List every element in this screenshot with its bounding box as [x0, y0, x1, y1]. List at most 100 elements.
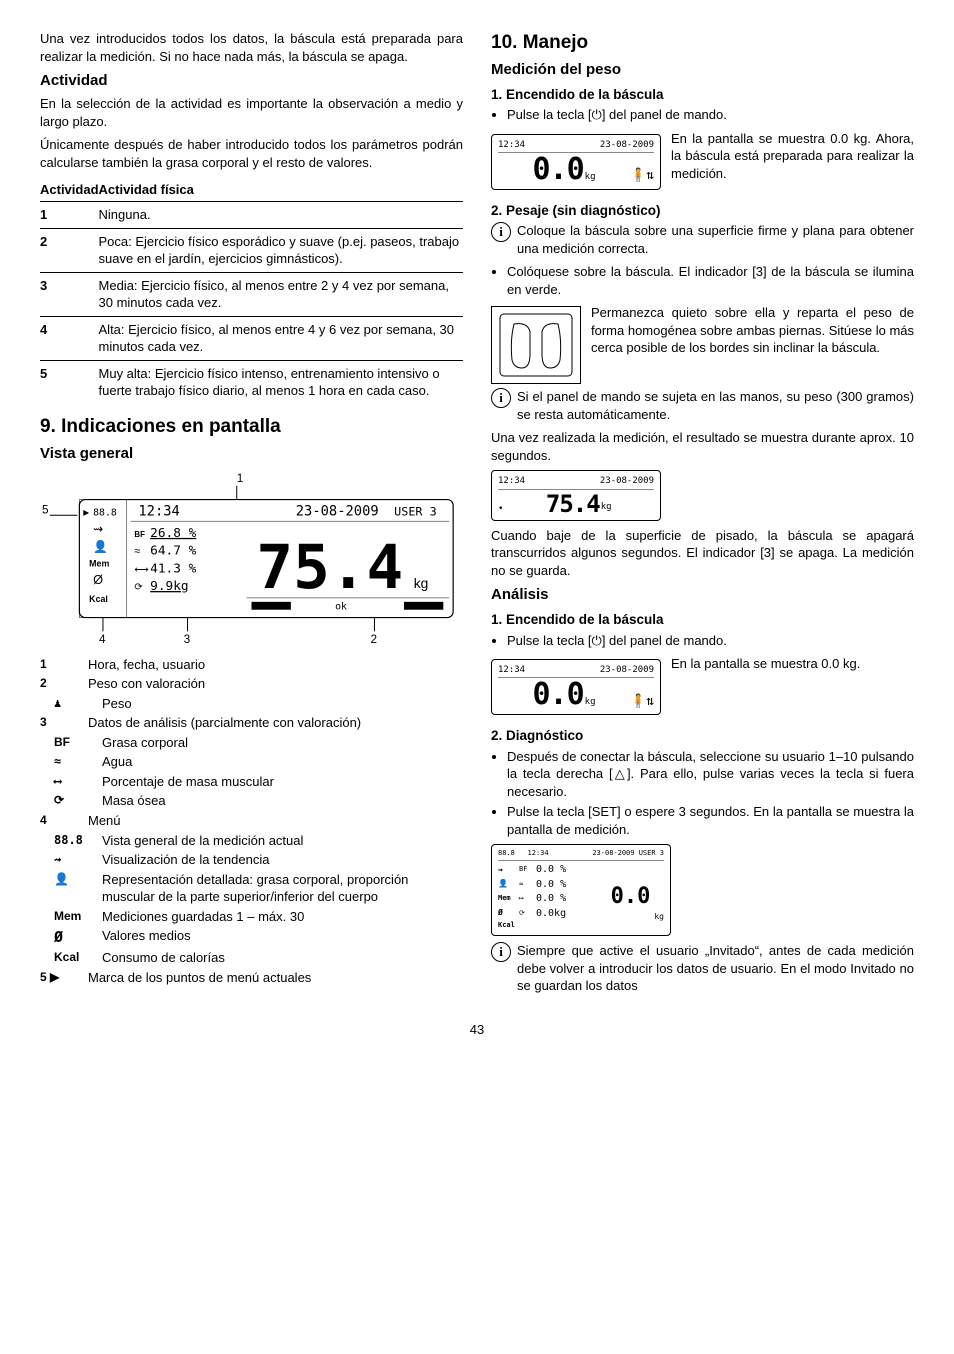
sec9-title: 9. Indicaciones en pantalla [40, 414, 463, 440]
a-bullet-1: Después de conectar la báscula, seleccio… [507, 748, 914, 801]
row-lab: ≈ [519, 880, 533, 889]
act-txt: Poca: Ejercicio físico esporádico y suav… [99, 228, 463, 272]
row-val: 0.0 % [536, 892, 566, 906]
bone-icon: ⟳ [54, 792, 90, 808]
water-icon: ≈ [54, 753, 90, 769]
lcd-date: 23-08-2009 [600, 475, 654, 487]
lv: Consumo de calorías [102, 949, 463, 967]
right-column: 10. Manejo Medición del peso 1. Encendid… [491, 30, 914, 1001]
analisis-title: Análisis [491, 585, 914, 605]
lcd-unit: kg [585, 171, 596, 183]
step1-side-text: En la pantalla se muestra 0.0 kg. Ahora,… [671, 130, 914, 183]
svg-text:👤: 👤 [93, 540, 108, 554]
lcd-unit: kg [654, 912, 664, 923]
lk: 2 [40, 675, 76, 691]
th-actividad-fisica: Actividad física [99, 178, 463, 202]
actividad-table: Actividad Actividad física 1Ninguna. 2Po… [40, 178, 463, 404]
svg-text:Kcal: Kcal [89, 594, 108, 604]
row-lab: BF [519, 865, 533, 874]
lv: Peso [102, 695, 463, 713]
lv: Vista general de la medición actual [102, 832, 463, 850]
person-icon: 🧍⇅ [630, 693, 654, 711]
svg-text:88.8: 88.8 [93, 507, 117, 518]
row-kcal: Kcal [498, 921, 516, 930]
peso-icon: ♟ [54, 695, 90, 711]
svg-text:⟷: ⟷ [134, 564, 148, 575]
a-step1-bullet: Pulse la tecla [⏻] del panel de mando. [507, 632, 914, 650]
mem-icon: Mem [54, 908, 90, 924]
lcd-time: 12:34 [498, 664, 525, 676]
svg-text:≈: ≈ [134, 546, 140, 558]
actividad-p2: Únicamente después de haber introducido … [40, 136, 463, 171]
sec10-sub1: Medición del peso [491, 60, 914, 80]
lcd-time: 12:34 [528, 849, 549, 857]
svg-text:41.3 %: 41.3 % [150, 561, 196, 576]
a-step1-title: 1. Encendido de la báscula [491, 611, 914, 629]
lcd-unit: kg [585, 696, 596, 708]
svg-text:⇝: ⇝ [93, 522, 103, 536]
lv: Representación detallada: grasa corporal… [102, 871, 463, 906]
trend-icon: ⇝ [54, 851, 90, 867]
lcd-time: 12:34 [498, 475, 525, 487]
sec10-title: 10. Manejo [491, 30, 914, 56]
act-n: 1 [40, 202, 99, 229]
act-n: 3 [40, 272, 99, 316]
lcd-value: 0.0 [532, 155, 583, 185]
svg-text:23-08-2009: 23-08-2009 [296, 503, 379, 519]
page-number: 43 [40, 1021, 914, 1039]
act-n: 2 [40, 228, 99, 272]
lcd-display-1: 12:34 23-08-2009 0.0 kg 🧍⇅ [491, 134, 661, 190]
row-val: 0.0kg [536, 907, 566, 921]
act-n: 5 [40, 360, 99, 404]
para3: Una vez realizada la medición, el result… [491, 429, 914, 464]
lcd-user: 23-08-2009 USER 3 [592, 849, 664, 858]
info-icon: i [491, 388, 511, 408]
act-txt: Alta: Ejercicio físico, al menos entre 4… [99, 316, 463, 360]
row-k: Mem [498, 894, 516, 903]
lcd-value: 75.4 [546, 492, 600, 516]
row-k: Ø [498, 908, 516, 919]
callout-1: 1 [237, 472, 244, 485]
lk: 3 [40, 714, 76, 730]
lcd-big-value: 0.0 [611, 882, 655, 912]
svg-text:12:34: 12:34 [138, 503, 179, 519]
muscle-icon: ⟷ [54, 773, 90, 789]
info2-text: Si el panel de mando se sujeta en las ma… [517, 388, 914, 423]
step1-title: 1. Encendido de la báscula [491, 86, 914, 104]
para4: Cuando baje de la superficie de pisado, … [491, 527, 914, 580]
overview-lcd-diagram: 1 5 ▶ 88.8 ⇝ 👤 Mem Ø Kcal 12:34 23-08-20… [40, 472, 463, 644]
lv: Masa ósea [102, 792, 463, 810]
act-n: 4 [40, 316, 99, 360]
lcd-unit: kg [601, 501, 612, 513]
row-lab: ⟷ [519, 894, 533, 903]
step1-bullet: Pulse la tecla [⏻] del panel de mando. [507, 106, 914, 124]
lv: Agua [102, 753, 463, 771]
act-txt: Muy alta: Ejercicio físico intenso, entr… [99, 360, 463, 404]
lk: 1 [40, 656, 76, 672]
a-bullet-2: Pulse la tecla [SET] o espere 3 segundos… [507, 803, 914, 838]
svg-text:9.9kg: 9.9kg [150, 579, 188, 594]
info1-text: Coloque la báscula sobre una superficie … [517, 222, 914, 257]
lcd-date: 23-08-2009 [600, 664, 654, 676]
lcd-display-3: 12:34 23-08-2009 0.0 kg 🧍⇅ [491, 659, 661, 715]
act-txt: Media: Ejercicio físico, al menos entre … [99, 272, 463, 316]
row-k: ⇝ [498, 865, 516, 876]
svg-text:2: 2 [371, 632, 378, 644]
a-step2-title: 2. Diagnóstico [491, 727, 914, 745]
counter-icon: 88.8 [54, 832, 90, 848]
lv: Visualización de la tendencia [102, 851, 463, 869]
svg-text:kg: kg [414, 576, 429, 591]
lv: Grasa corporal [102, 734, 463, 752]
lcd-time: 12:34 [498, 139, 525, 151]
lk: 5 ▶ [40, 969, 76, 985]
left-column: Una vez introducidos todos los datos, la… [40, 30, 463, 1001]
overview-legend: 1Hora, fecha, usuario 2Peso con valoraci… [40, 655, 463, 988]
svg-text:3: 3 [184, 632, 191, 644]
info-icon: i [491, 222, 511, 242]
intro-paragraph: Una vez introducidos todos los datos, la… [40, 30, 463, 65]
a-step1-side: En la pantalla se muestra 0.0 kg. [671, 655, 914, 673]
row-val: 0.0 % [536, 863, 566, 877]
lv: Hora, fecha, usuario [88, 656, 463, 674]
lv: Mediciones guardadas 1 – máx. 30 [102, 908, 463, 926]
svg-text:4: 4 [99, 632, 106, 644]
